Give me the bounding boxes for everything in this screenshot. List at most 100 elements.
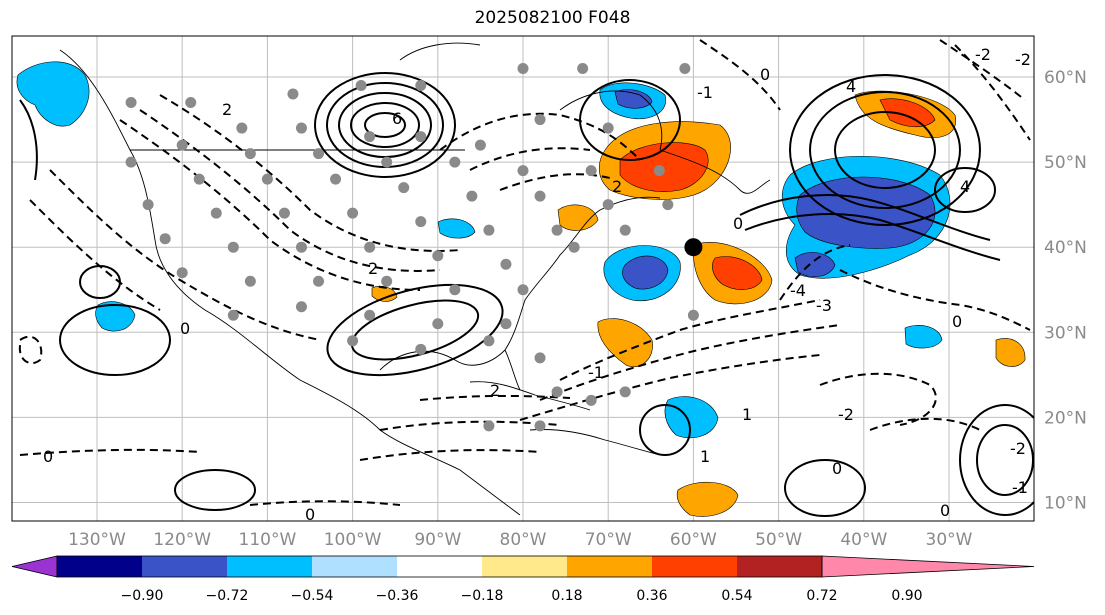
station-dot	[415, 131, 427, 143]
station-dot	[185, 97, 197, 109]
colorbar-bin	[737, 556, 822, 577]
anomaly-neg-pacific	[95, 301, 136, 332]
station-dot	[295, 241, 307, 253]
contour-label: 0	[305, 505, 315, 524]
station-dot	[602, 199, 614, 211]
colorbar-tick-label: 0.90	[891, 588, 922, 604]
station-dot	[551, 224, 563, 236]
station-dot	[313, 148, 325, 160]
anomaly-pos-central-atlantic	[597, 318, 653, 367]
contour-label: 4	[960, 177, 970, 196]
anomaly-pos-east	[995, 338, 1026, 367]
station-dot	[483, 420, 495, 432]
anomaly-neg-caribbean	[664, 396, 719, 439]
station-dot	[585, 165, 597, 177]
storm-center-marker	[684, 238, 703, 257]
station-dot	[176, 267, 188, 279]
contour-label: 4	[846, 77, 856, 96]
colorbar-labels: −0.90 −0.72 −0.54 −0.36 −0.18 0.18 0.36 0.54 0.7…	[121, 588, 923, 604]
station-dot	[449, 284, 461, 296]
anomaly-neg-northwest	[16, 61, 90, 127]
station-dot	[347, 335, 359, 347]
station-dot	[176, 139, 188, 151]
latitude-tick-label: 20°N	[1044, 408, 1087, 428]
colorbar-tick-label: −0.72	[206, 588, 249, 604]
anomaly-neg-mid-atlantic	[904, 325, 943, 349]
colorbar-tick-label: 0.18	[551, 588, 582, 604]
colorbar-tick-label: 0.54	[721, 588, 752, 604]
station-dots	[125, 62, 699, 432]
station-dot	[517, 62, 529, 74]
contour-label: 6	[392, 109, 402, 128]
station-dot	[432, 318, 444, 330]
station-dot	[125, 97, 137, 109]
station-dot	[534, 114, 546, 126]
contour-label: 2	[222, 100, 232, 119]
anomaly-pos-atlantic-core	[712, 256, 763, 290]
colorbar-tick-label: 0.36	[636, 588, 667, 604]
map-title: 2025082100 F048	[474, 8, 631, 28]
station-dot	[125, 156, 137, 168]
contour-label: 0	[733, 214, 743, 233]
station-dot	[295, 301, 307, 313]
latitude-tick-label: 10°N	[1044, 494, 1087, 514]
station-dot	[619, 386, 631, 398]
station-dot	[679, 62, 691, 74]
colorbar-bin	[142, 556, 227, 577]
station-dot	[287, 88, 299, 100]
station-dot	[364, 241, 376, 253]
contour-label: -1	[588, 363, 604, 382]
contour-label: -3	[816, 296, 832, 315]
station-dot	[500, 318, 512, 330]
station-dot	[415, 216, 427, 228]
longitude-tick-label: 100°W	[324, 530, 382, 550]
station-dot	[364, 131, 376, 143]
colorbar-tick-label: −0.18	[461, 588, 504, 604]
anomaly-neg-central-b	[794, 252, 836, 278]
station-dot	[415, 343, 427, 355]
anomaly-pos-south	[676, 481, 739, 517]
contours-dashed	[18, 39, 1031, 506]
longitude-tick-label: 50°W	[755, 530, 802, 550]
longitude-tick-label: 130°W	[68, 530, 126, 550]
contour-label: -2	[1010, 439, 1026, 458]
contour-labels: 6 2 2 4 -4 -3 0 -1 1 -2 0 -2 0 2 -1 0 0 …	[43, 45, 1031, 524]
contour-label: 0	[952, 312, 962, 331]
longitude-tick-label: 40°W	[840, 530, 887, 550]
station-dot	[236, 122, 248, 134]
station-dot	[313, 275, 325, 287]
station-dot	[602, 122, 614, 134]
station-dot	[227, 241, 239, 253]
colorbar-bin	[312, 556, 397, 577]
latitude-tick-label: 50°N	[1044, 153, 1087, 173]
coastlines	[59, 42, 771, 516]
station-dot	[415, 80, 427, 92]
colorbar-bin	[397, 556, 482, 577]
colorbar-bin	[227, 556, 312, 577]
station-dot	[517, 165, 529, 177]
station-dot	[517, 284, 529, 296]
station-dot	[364, 309, 376, 321]
anomaly-pos-northeast-core	[879, 98, 936, 128]
station-dot	[483, 335, 495, 347]
longitude-tick-label: 120°W	[153, 530, 211, 550]
anomaly-neg-atlantic-core	[622, 255, 669, 290]
station-dot	[500, 258, 512, 270]
longitude-tick-label: 90°W	[414, 530, 461, 550]
station-dot	[210, 207, 222, 219]
contour-label: -1	[697, 83, 713, 102]
map-frame	[11, 35, 1035, 522]
latitude-tick-label: 30°N	[1044, 323, 1087, 343]
contour-label: 0	[832, 459, 842, 478]
contour-label: 0	[760, 65, 770, 84]
contour-label: -2	[838, 405, 854, 424]
station-dot	[534, 420, 546, 432]
station-dot	[398, 182, 410, 194]
longitude-tick-label: 110°W	[239, 530, 297, 550]
station-dot	[355, 80, 367, 92]
colorbar-bin	[57, 556, 142, 577]
longitude-labels: 130°W 120°W 110°W 100°W 90°W 80°W 70°W 60°W 50°W…	[68, 530, 973, 550]
contour-label: 2	[368, 259, 378, 278]
contours-solid	[19, 72, 1034, 517]
